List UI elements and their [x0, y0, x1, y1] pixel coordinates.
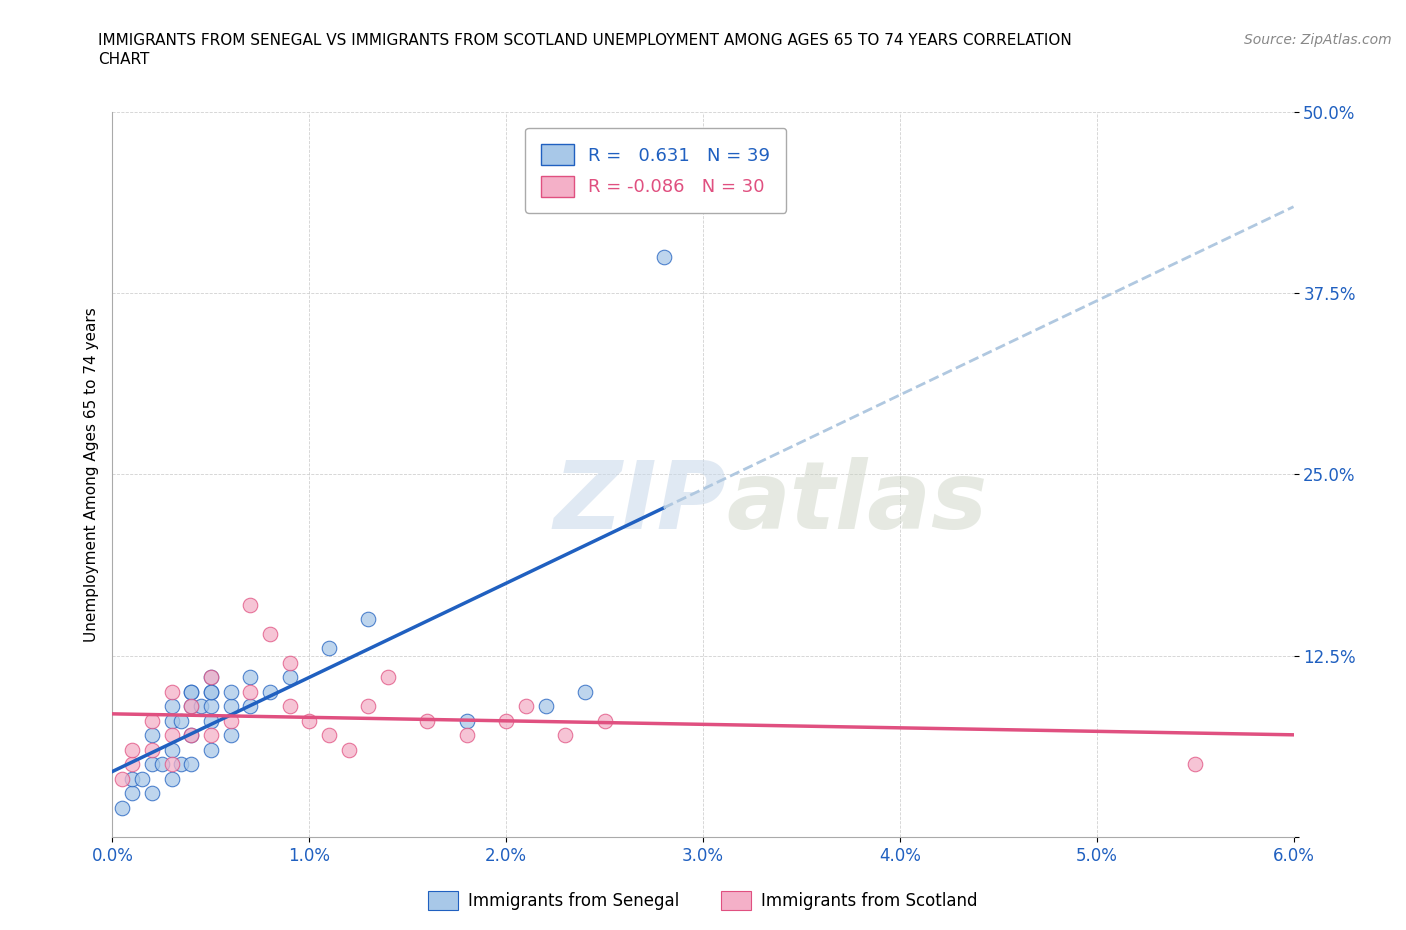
Point	[141, 786, 163, 801]
Point	[318, 728, 340, 743]
Legend: Immigrants from Senegal, Immigrants from Scotland: Immigrants from Senegal, Immigrants from…	[422, 884, 984, 917]
Point	[170, 757, 193, 772]
Legend: R =   0.631   N = 39, R = -0.086   N = 30: R = 0.631 N = 39, R = -0.086 N = 30	[524, 128, 786, 213]
Point	[456, 713, 478, 728]
Point	[121, 772, 143, 787]
Point	[160, 699, 183, 714]
Point	[200, 684, 222, 699]
Point	[160, 684, 183, 699]
Point	[593, 713, 616, 728]
Point	[259, 684, 281, 699]
Point	[219, 728, 242, 743]
Point	[200, 728, 222, 743]
Point	[200, 713, 222, 728]
Point	[180, 728, 202, 743]
Point	[495, 713, 517, 728]
Y-axis label: Unemployment Among Ages 65 to 74 years: Unemployment Among Ages 65 to 74 years	[83, 307, 98, 642]
Point	[190, 699, 212, 714]
Point	[131, 772, 153, 787]
Point	[357, 699, 380, 714]
Point	[337, 742, 360, 757]
Point	[239, 684, 262, 699]
Point	[180, 699, 202, 714]
Point	[141, 757, 163, 772]
Point	[1184, 757, 1206, 772]
Point	[574, 684, 596, 699]
Point	[160, 713, 183, 728]
Point	[652, 249, 675, 264]
Point	[111, 772, 134, 787]
Point	[298, 713, 321, 728]
Point	[180, 684, 202, 699]
Point	[377, 670, 399, 684]
Point	[534, 699, 557, 714]
Point	[200, 684, 222, 699]
Point	[141, 713, 163, 728]
Text: Source: ZipAtlas.com: Source: ZipAtlas.com	[1244, 33, 1392, 46]
Point	[160, 728, 183, 743]
Point	[278, 699, 301, 714]
Point	[200, 670, 222, 684]
Point	[180, 699, 202, 714]
Point	[515, 699, 537, 714]
Point	[121, 757, 143, 772]
Point	[554, 728, 576, 743]
Point	[141, 728, 163, 743]
Point	[180, 728, 202, 743]
Point	[180, 684, 202, 699]
Point	[239, 597, 262, 612]
Point	[150, 757, 173, 772]
Text: atlas: atlas	[727, 458, 988, 550]
Point	[357, 612, 380, 627]
Point	[219, 713, 242, 728]
Point	[141, 742, 163, 757]
Point	[200, 699, 222, 714]
Point	[170, 713, 193, 728]
Point	[121, 786, 143, 801]
Point	[239, 699, 262, 714]
Point	[200, 670, 222, 684]
Point	[278, 670, 301, 684]
Point	[259, 627, 281, 642]
Point	[219, 684, 242, 699]
Text: IMMIGRANTS FROM SENEGAL VS IMMIGRANTS FROM SCOTLAND UNEMPLOYMENT AMONG AGES 65 T: IMMIGRANTS FROM SENEGAL VS IMMIGRANTS FR…	[98, 33, 1073, 67]
Text: ZIP: ZIP	[554, 458, 727, 550]
Point	[219, 699, 242, 714]
Point	[111, 801, 134, 816]
Point	[160, 772, 183, 787]
Point	[239, 670, 262, 684]
Point	[278, 656, 301, 671]
Point	[121, 742, 143, 757]
Point	[180, 757, 202, 772]
Point	[160, 757, 183, 772]
Point	[200, 742, 222, 757]
Point	[160, 742, 183, 757]
Point	[456, 728, 478, 743]
Point	[318, 641, 340, 656]
Point	[416, 713, 439, 728]
